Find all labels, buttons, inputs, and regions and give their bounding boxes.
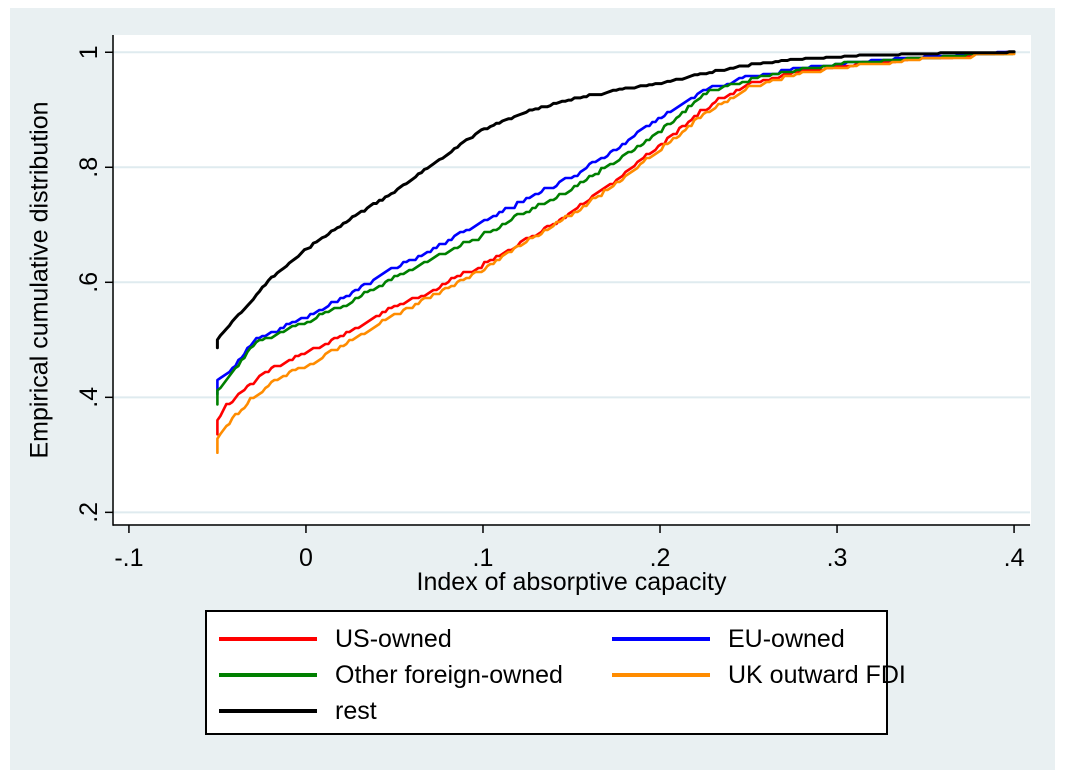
x-tick-label: .1 [473,544,494,572]
y-axis-title: Empirical cumulative distribution [25,101,54,459]
y-tick-label: 1 [75,45,103,59]
legend-label: US-owned [335,624,452,653]
legend-label: UK outward FDI [728,660,906,689]
legend-entry-eu-owned: EU-owned [612,621,906,657]
legend-label: EU-owned [728,624,845,653]
legend-label: rest [335,696,377,725]
x-axis-title: Index of absorptive capacity [416,568,727,596]
legend-line-swatch [219,709,317,713]
x-tick-label: .4 [1004,544,1025,572]
series-other-foreign-owned [216,52,1016,406]
y-tick-label: .8 [75,157,103,178]
x-tick-label: -.1 [114,544,143,572]
y-tick-label: .4 [75,387,103,408]
legend-box: US-owned EU-owned Other foreign-owned UK ou… [205,610,906,735]
legend-entry-uk-outward-fdi: UK outward FDI [612,657,906,693]
graph-canvas: .2 .4 .6 .8 1 -.1 0 .1 .2 .3 .4 Empirical cumulati… [10,8,1055,770]
y-tick-label: .6 [75,272,103,293]
legend-line-swatch [219,637,317,641]
legend-line-swatch [219,673,317,677]
legend-line-swatch [612,637,710,641]
x-tick-label: .2 [650,544,671,572]
legend-entry-rest: rest [219,693,612,729]
legend-label: Other foreign-owned [335,660,563,689]
legend-line-swatch [612,673,710,677]
x-tick-label: 0 [299,544,313,572]
plot-area-svg: .2 .4 .6 .8 1 -.1 0 .1 .2 .3 .4 [75,35,1031,572]
series-uk-outward-fdi [216,52,1016,454]
legend-entry-us-owned: US-owned [219,621,612,657]
plot-background [114,35,1031,524]
x-tick-label: .3 [827,544,848,572]
y-tick-label: .2 [75,502,103,523]
series-rest [215,50,1016,350]
legend-entry-other-foreign-owned: Other foreign-owned [219,657,612,693]
